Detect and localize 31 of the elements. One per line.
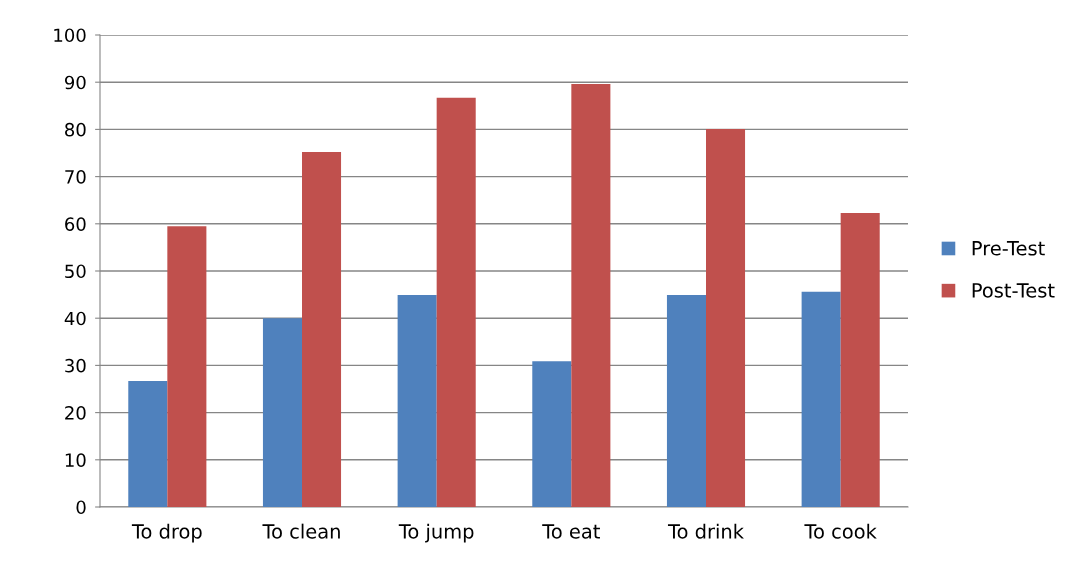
y-tick-label: 70 bbox=[65, 170, 86, 184]
bar bbox=[840, 212, 880, 507]
bar bbox=[532, 361, 572, 507]
x-tick-label: To clean bbox=[262, 523, 340, 539]
bar bbox=[302, 152, 342, 507]
bar bbox=[436, 97, 476, 507]
bar bbox=[397, 295, 437, 507]
y-tick-label: 40 bbox=[64, 311, 86, 326]
x-tick-label: To jump bbox=[398, 523, 474, 543]
legend-label: Post-Test bbox=[972, 283, 1055, 298]
bar bbox=[801, 291, 841, 507]
y-tick-label: 0 bbox=[76, 500, 86, 515]
bar bbox=[706, 128, 746, 507]
bar bbox=[666, 295, 706, 507]
x-tick-label: To eat bbox=[542, 524, 600, 539]
x-tick-label: To cook bbox=[804, 523, 877, 539]
y-tick-label: 10 bbox=[65, 453, 86, 467]
y-tick-label: 50 bbox=[65, 264, 86, 279]
bar bbox=[167, 226, 207, 507]
y-tick-label: 100 bbox=[54, 28, 86, 43]
y-tick-label: 30 bbox=[65, 358, 86, 373]
bar bbox=[571, 84, 611, 507]
y-tick-label: 90 bbox=[64, 75, 86, 90]
bar bbox=[128, 380, 168, 507]
bar bbox=[262, 318, 302, 507]
y-tick-label: 60 bbox=[65, 217, 86, 231]
x-tick-label: To drop bbox=[131, 523, 202, 543]
y-tick-label: 80 bbox=[65, 122, 86, 137]
legend-label: Pre-Test bbox=[972, 241, 1045, 256]
y-tick-label: 20 bbox=[65, 406, 86, 420]
x-tick-label: To drink bbox=[667, 523, 744, 539]
